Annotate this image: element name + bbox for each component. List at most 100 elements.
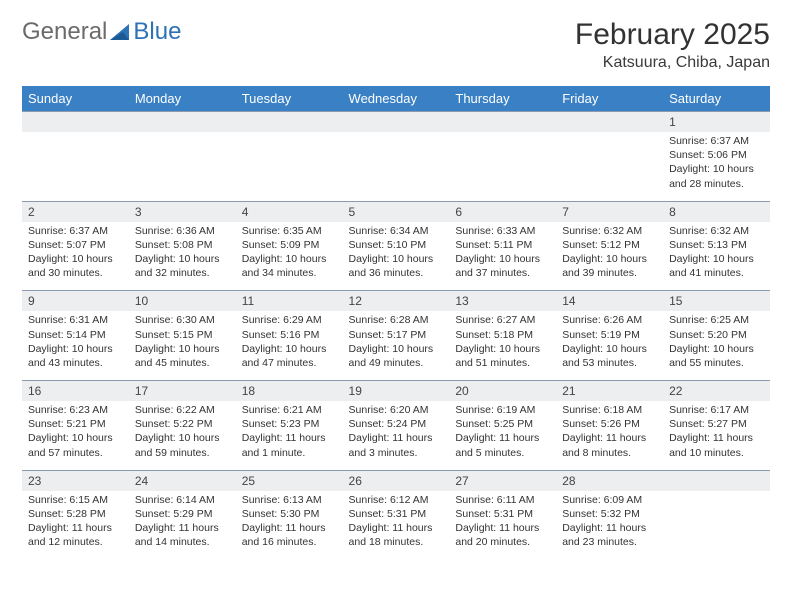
sunrise-text: Sunrise: 6:12 AM (349, 493, 444, 507)
day-cell: 7Sunrise: 6:32 AMSunset: 5:12 PMDaylight… (556, 201, 663, 291)
day-cell: 27Sunrise: 6:11 AMSunset: 5:31 PMDayligh… (449, 470, 556, 559)
sunset-text: Sunset: 5:06 PM (669, 148, 764, 162)
day-number: 2 (22, 202, 129, 222)
day-cell: 13Sunrise: 6:27 AMSunset: 5:18 PMDayligh… (449, 291, 556, 381)
day-number: 24 (129, 471, 236, 491)
day-cell: 9Sunrise: 6:31 AMSunset: 5:14 PMDaylight… (22, 291, 129, 381)
daylight-text: Daylight: 10 hours and 36 minutes. (349, 252, 444, 280)
title-block: February 2025 Katsuura, Chiba, Japan (575, 18, 770, 72)
day-cell: 4Sunrise: 6:35 AMSunset: 5:09 PMDaylight… (236, 201, 343, 291)
sunrise-text: Sunrise: 6:31 AM (28, 313, 123, 327)
daylight-text: Daylight: 10 hours and 41 minutes. (669, 252, 764, 280)
day-body: Sunrise: 6:37 AMSunset: 5:06 PMDaylight:… (663, 132, 770, 201)
day-number (129, 112, 236, 132)
day-body: Sunrise: 6:15 AMSunset: 5:28 PMDaylight:… (22, 491, 129, 560)
week-row: 9Sunrise: 6:31 AMSunset: 5:14 PMDaylight… (22, 291, 770, 381)
sunset-text: Sunset: 5:13 PM (669, 238, 764, 252)
daylight-text: Daylight: 10 hours and 47 minutes. (242, 342, 337, 370)
day-cell: 22Sunrise: 6:17 AMSunset: 5:27 PMDayligh… (663, 381, 770, 471)
sunset-text: Sunset: 5:10 PM (349, 238, 444, 252)
sunset-text: Sunset: 5:15 PM (135, 328, 230, 342)
day-body (22, 132, 129, 192)
daylight-text: Daylight: 10 hours and 53 minutes. (562, 342, 657, 370)
daylight-text: Daylight: 10 hours and 51 minutes. (455, 342, 550, 370)
sunrise-text: Sunrise: 6:25 AM (669, 313, 764, 327)
day-body (343, 132, 450, 192)
sunset-text: Sunset: 5:17 PM (349, 328, 444, 342)
sunrise-text: Sunrise: 6:35 AM (242, 224, 337, 238)
daylight-text: Daylight: 11 hours and 3 minutes. (349, 431, 444, 459)
day-body: Sunrise: 6:23 AMSunset: 5:21 PMDaylight:… (22, 401, 129, 470)
day-number: 15 (663, 291, 770, 311)
sunset-text: Sunset: 5:31 PM (349, 507, 444, 521)
daylight-text: Daylight: 11 hours and 20 minutes. (455, 521, 550, 549)
sunset-text: Sunset: 5:23 PM (242, 417, 337, 431)
sunset-text: Sunset: 5:26 PM (562, 417, 657, 431)
brand-word-blue: Blue (133, 18, 181, 46)
day-number: 13 (449, 291, 556, 311)
day-cell (556, 112, 663, 202)
day-cell: 16Sunrise: 6:23 AMSunset: 5:21 PMDayligh… (22, 381, 129, 471)
day-cell: 21Sunrise: 6:18 AMSunset: 5:26 PMDayligh… (556, 381, 663, 471)
day-number: 8 (663, 202, 770, 222)
sunset-text: Sunset: 5:20 PM (669, 328, 764, 342)
day-body: Sunrise: 6:09 AMSunset: 5:32 PMDaylight:… (556, 491, 663, 560)
sunrise-text: Sunrise: 6:32 AM (669, 224, 764, 238)
daylight-text: Daylight: 10 hours and 39 minutes. (562, 252, 657, 280)
day-number: 26 (343, 471, 450, 491)
day-number: 9 (22, 291, 129, 311)
daylight-text: Daylight: 10 hours and 59 minutes. (135, 431, 230, 459)
day-cell: 26Sunrise: 6:12 AMSunset: 5:31 PMDayligh… (343, 470, 450, 559)
day-body (556, 132, 663, 192)
sail-icon (110, 23, 130, 41)
day-number: 5 (343, 202, 450, 222)
day-number: 19 (343, 381, 450, 401)
day-body: Sunrise: 6:20 AMSunset: 5:24 PMDaylight:… (343, 401, 450, 470)
day-cell: 28Sunrise: 6:09 AMSunset: 5:32 PMDayligh… (556, 470, 663, 559)
dow-monday: Monday (129, 86, 236, 112)
daylight-text: Daylight: 11 hours and 14 minutes. (135, 521, 230, 549)
day-cell (663, 470, 770, 559)
dow-friday: Friday (556, 86, 663, 112)
day-body: Sunrise: 6:12 AMSunset: 5:31 PMDaylight:… (343, 491, 450, 560)
sunrise-text: Sunrise: 6:36 AM (135, 224, 230, 238)
day-cell: 24Sunrise: 6:14 AMSunset: 5:29 PMDayligh… (129, 470, 236, 559)
day-number (236, 112, 343, 132)
brand-word-general: General (22, 18, 107, 46)
day-body: Sunrise: 6:33 AMSunset: 5:11 PMDaylight:… (449, 222, 556, 291)
calendar-table: Sunday Monday Tuesday Wednesday Thursday… (22, 86, 770, 559)
day-cell: 3Sunrise: 6:36 AMSunset: 5:08 PMDaylight… (129, 201, 236, 291)
sunset-text: Sunset: 5:31 PM (455, 507, 550, 521)
daylight-text: Daylight: 11 hours and 23 minutes. (562, 521, 657, 549)
sunrise-text: Sunrise: 6:19 AM (455, 403, 550, 417)
day-cell (129, 112, 236, 202)
day-body (236, 132, 343, 192)
daylight-text: Daylight: 10 hours and 37 minutes. (455, 252, 550, 280)
day-cell: 18Sunrise: 6:21 AMSunset: 5:23 PMDayligh… (236, 381, 343, 471)
day-number: 3 (129, 202, 236, 222)
location-subtitle: Katsuura, Chiba, Japan (575, 54, 770, 72)
sunrise-text: Sunrise: 6:28 AM (349, 313, 444, 327)
sunrise-text: Sunrise: 6:20 AM (349, 403, 444, 417)
day-body: Sunrise: 6:27 AMSunset: 5:18 PMDaylight:… (449, 311, 556, 380)
sunset-text: Sunset: 5:19 PM (562, 328, 657, 342)
day-number: 23 (22, 471, 129, 491)
daylight-text: Daylight: 10 hours and 49 minutes. (349, 342, 444, 370)
day-body: Sunrise: 6:22 AMSunset: 5:22 PMDaylight:… (129, 401, 236, 470)
sunset-text: Sunset: 5:21 PM (28, 417, 123, 431)
day-body: Sunrise: 6:14 AMSunset: 5:29 PMDaylight:… (129, 491, 236, 560)
week-row: 2Sunrise: 6:37 AMSunset: 5:07 PMDaylight… (22, 201, 770, 291)
day-body: Sunrise: 6:13 AMSunset: 5:30 PMDaylight:… (236, 491, 343, 560)
daylight-text: Daylight: 11 hours and 1 minute. (242, 431, 337, 459)
day-cell (449, 112, 556, 202)
dow-thursday: Thursday (449, 86, 556, 112)
day-of-week-row: Sunday Monday Tuesday Wednesday Thursday… (22, 86, 770, 112)
sunset-text: Sunset: 5:08 PM (135, 238, 230, 252)
daylight-text: Daylight: 11 hours and 8 minutes. (562, 431, 657, 459)
day-cell (22, 112, 129, 202)
header: General Blue February 2025 Katsuura, Chi… (22, 18, 770, 72)
day-body: Sunrise: 6:37 AMSunset: 5:07 PMDaylight:… (22, 222, 129, 291)
day-body: Sunrise: 6:28 AMSunset: 5:17 PMDaylight:… (343, 311, 450, 380)
sunrise-text: Sunrise: 6:37 AM (28, 224, 123, 238)
day-body (129, 132, 236, 192)
